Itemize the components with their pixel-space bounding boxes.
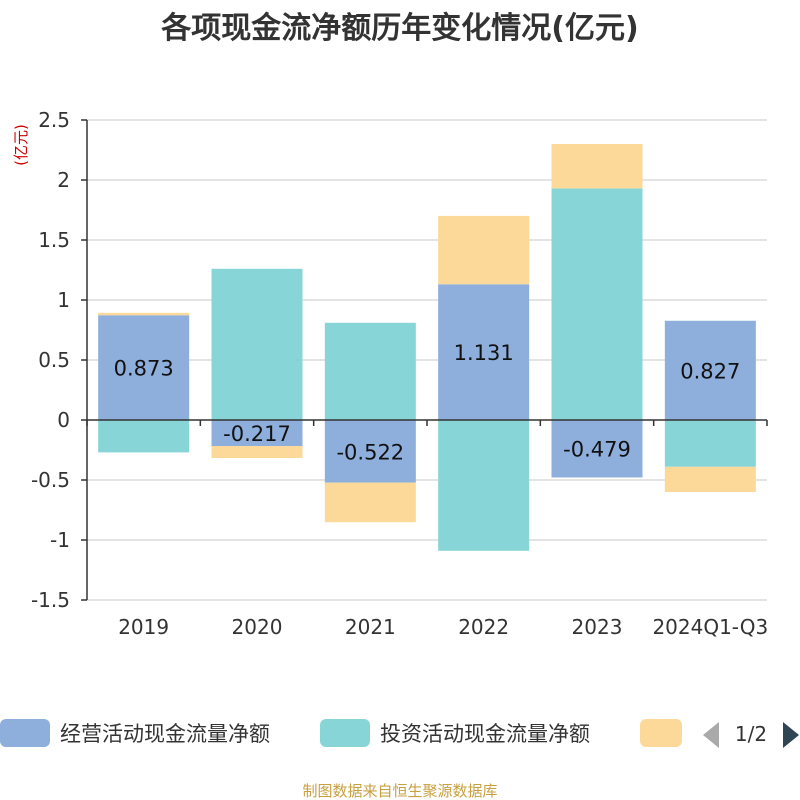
bar-segment (664, 420, 756, 467)
bar-segment (551, 188, 643, 420)
y-tick-label: 2.5 (38, 108, 70, 132)
y-tick-label: -0.5 (31, 468, 70, 492)
legend-page-indicator: 1/2 (735, 722, 767, 746)
bar-segment (664, 320, 756, 420)
data-label: 0.827 (680, 359, 740, 383)
bar-segment (211, 420, 303, 447)
bar-segment (551, 144, 643, 189)
bar-segment (211, 268, 303, 420)
legend-next-icon[interactable] (783, 722, 799, 748)
bar-segment (98, 312, 190, 316)
bar-segment (551, 420, 643, 478)
y-tick-label: 1.5 (38, 228, 70, 252)
bar-segment (324, 420, 416, 483)
data-label: 1.131 (454, 341, 514, 365)
data-label: -0.522 (336, 440, 404, 464)
legend-label: 经营活动现金流量净额 (60, 722, 270, 746)
grid-lines (87, 119, 767, 601)
y-tick-label: -1 (50, 528, 70, 552)
y-tick-label: 1 (57, 288, 70, 312)
bar-segment (98, 420, 190, 453)
data-label: 0.873 (114, 357, 174, 381)
bar-segment (324, 322, 416, 420)
bar-segment (664, 466, 756, 492)
x-tick-label: 2020 (232, 615, 283, 639)
bar-segment (98, 315, 190, 420)
y-tick-label: 2 (57, 168, 70, 192)
bar-segment (324, 482, 416, 523)
bar-segment (438, 420, 530, 551)
x-tick-label: 2022 (458, 615, 509, 639)
legend-label: 投资活动现金流量净额 (380, 722, 590, 746)
data-label: -0.479 (563, 438, 631, 462)
legend-swatch (0, 719, 50, 747)
data-label: -0.217 (223, 422, 291, 446)
x-tick-label: 2023 (572, 615, 623, 639)
source-note: 制图数据来自恒生聚源数据库 (302, 782, 497, 800)
x-tick-label: 2019 (118, 615, 169, 639)
axes: 2.5 2 1.5 1 0.5 0 -0.5 -1 -1.5 (亿元) 2019 2020 2021 20… (12, 108, 768, 639)
legend-swatch (320, 719, 370, 747)
x-tick-label: 2021 (345, 615, 396, 639)
legend-swatch (640, 719, 682, 747)
bar-segment (438, 215, 530, 285)
legend: 经营活动现金流量净额 投资活动现金流量净额 1/2 (0, 719, 799, 748)
bar-segment (211, 446, 303, 459)
legend-prev-icon[interactable] (703, 722, 719, 748)
bar-segment (438, 284, 530, 420)
chart-title: 各项现金流净额历年变化情况(亿元) (160, 11, 638, 46)
data-labels: 0.873 -0.217 -0.522 1.131 -0.479 0.827 (114, 341, 741, 464)
x-tick-label: 2024Q1-Q3 (652, 615, 768, 639)
y-tick-label: 0 (57, 408, 70, 432)
y-tick-label: 0.5 (38, 348, 70, 372)
y-tick-label: -1.5 (31, 588, 70, 612)
y-unit-label: (亿元) (12, 124, 30, 166)
bars (98, 144, 756, 551)
